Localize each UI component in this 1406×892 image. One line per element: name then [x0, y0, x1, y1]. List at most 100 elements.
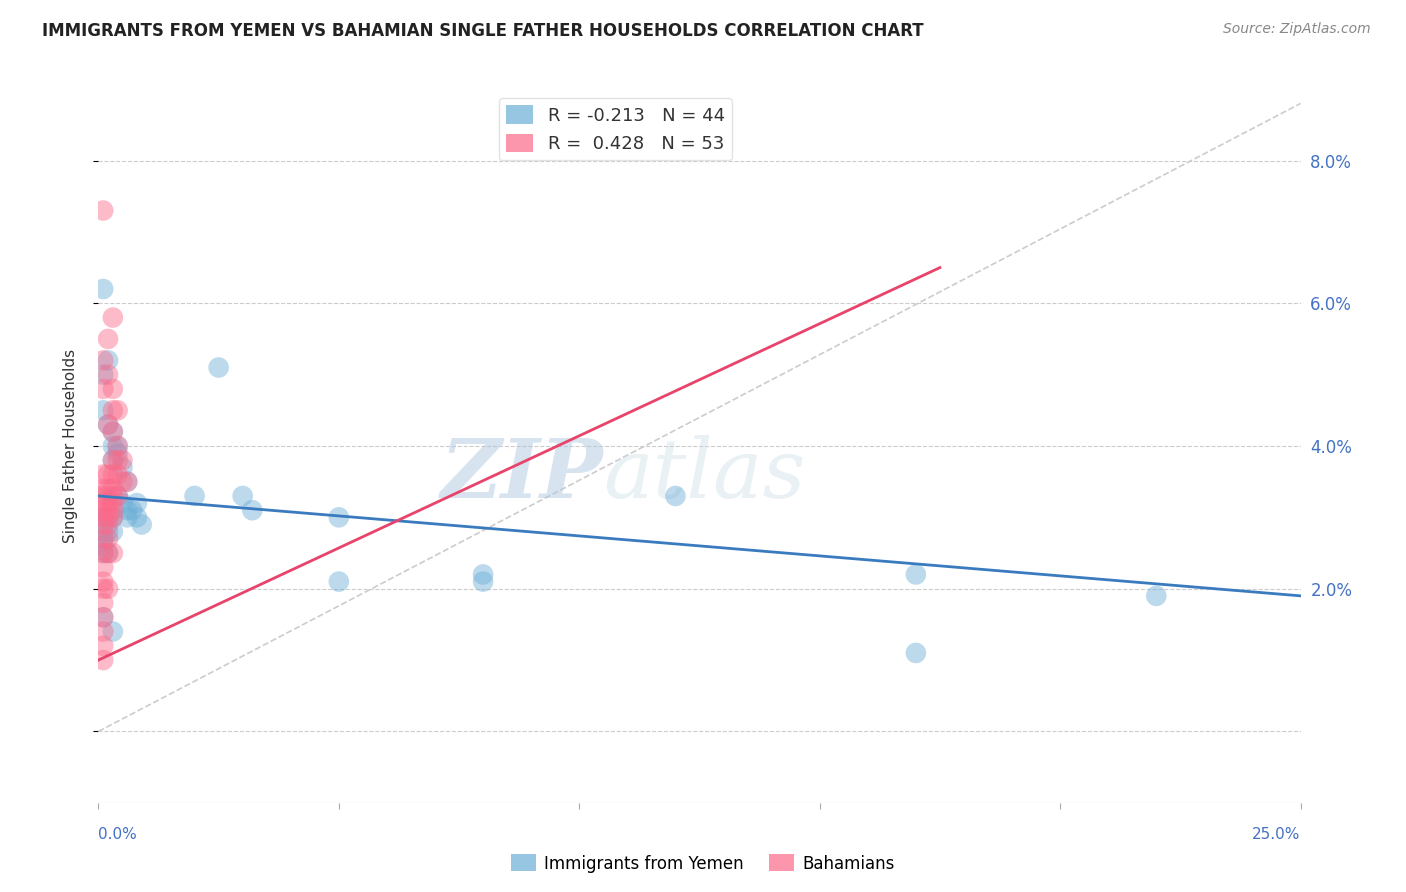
Point [91, 467, 114, 482]
Point [101, 503, 124, 517]
Point [111, 460, 134, 475]
Point [91, 596, 114, 610]
Point [232, 489, 254, 503]
Point [131, 517, 153, 532]
Point [107, 453, 129, 467]
Point [101, 467, 124, 482]
Point [101, 425, 124, 439]
Point [97, 510, 120, 524]
Point [904, 646, 927, 660]
Point [97, 467, 120, 482]
Point [91, 482, 114, 496]
Text: atlas: atlas [603, 434, 806, 515]
Text: 25.0%: 25.0% [1253, 827, 1301, 841]
Point [91, 503, 114, 517]
Point [91, 539, 114, 553]
Point [101, 425, 124, 439]
Point [208, 360, 231, 375]
Point [328, 574, 350, 589]
Point [97, 582, 120, 596]
Point [107, 446, 129, 460]
Point [97, 482, 120, 496]
Point [97, 532, 120, 546]
Point [91, 546, 114, 560]
Point [101, 524, 124, 539]
Point [91, 382, 114, 396]
Point [91, 546, 114, 560]
Point [91, 403, 114, 417]
Legend: R = -0.213   N = 44, R =  0.428   N = 53: R = -0.213 N = 44, R = 0.428 N = 53 [499, 98, 733, 161]
Point [91, 203, 114, 218]
Point [91, 653, 114, 667]
Point [91, 624, 114, 639]
Point [97, 517, 120, 532]
Point [111, 475, 134, 489]
Point [91, 524, 114, 539]
Point [107, 489, 129, 503]
Point [97, 353, 120, 368]
Point [97, 496, 120, 510]
Point [91, 574, 114, 589]
Point [91, 582, 114, 596]
Point [97, 546, 120, 560]
Point [111, 496, 134, 510]
Point [91, 489, 114, 503]
Y-axis label: Single Father Households: Single Father Households [63, 349, 77, 543]
Point [1144, 589, 1167, 603]
Point [91, 510, 114, 524]
Point [117, 475, 139, 489]
Text: ZIP: ZIP [440, 434, 603, 515]
Point [125, 496, 148, 510]
Point [101, 382, 124, 396]
Point [97, 503, 120, 517]
Point [91, 610, 114, 624]
Point [97, 417, 120, 432]
Point [97, 546, 120, 560]
Point [101, 496, 124, 510]
Point [97, 332, 120, 346]
Point [97, 368, 120, 382]
Point [91, 353, 114, 368]
Point [101, 510, 124, 524]
Point [91, 282, 114, 296]
Text: 0.0%: 0.0% [98, 827, 138, 841]
Point [328, 510, 350, 524]
Point [97, 524, 120, 539]
Point [91, 496, 114, 510]
Point [117, 503, 139, 517]
Point [117, 475, 139, 489]
Text: IMMIGRANTS FROM YEMEN VS BAHAMIAN SINGLE FATHER HOUSEHOLDS CORRELATION CHART: IMMIGRANTS FROM YEMEN VS BAHAMIAN SINGLE… [42, 22, 924, 40]
Point [107, 439, 129, 453]
Point [91, 639, 114, 653]
Point [101, 439, 124, 453]
Point [472, 574, 495, 589]
Point [101, 403, 124, 417]
Point [101, 489, 124, 503]
Point [117, 510, 139, 524]
Point [664, 489, 686, 503]
Point [107, 489, 129, 503]
Text: Source: ZipAtlas.com: Source: ZipAtlas.com [1223, 22, 1371, 37]
Point [97, 489, 120, 503]
Point [91, 560, 114, 574]
Point [91, 532, 114, 546]
Point [101, 482, 124, 496]
Point [101, 453, 124, 467]
Point [472, 567, 495, 582]
Point [101, 453, 124, 467]
Point [91, 610, 114, 624]
Point [183, 489, 205, 503]
Point [91, 532, 114, 546]
Point [97, 417, 120, 432]
Point [111, 453, 134, 467]
Point [101, 510, 124, 524]
Point [904, 567, 927, 582]
Point [97, 510, 120, 524]
Point [101, 546, 124, 560]
Point [107, 403, 129, 417]
Point [91, 368, 114, 382]
Point [121, 503, 143, 517]
Point [101, 310, 124, 325]
Point [101, 624, 124, 639]
Point [107, 467, 129, 482]
